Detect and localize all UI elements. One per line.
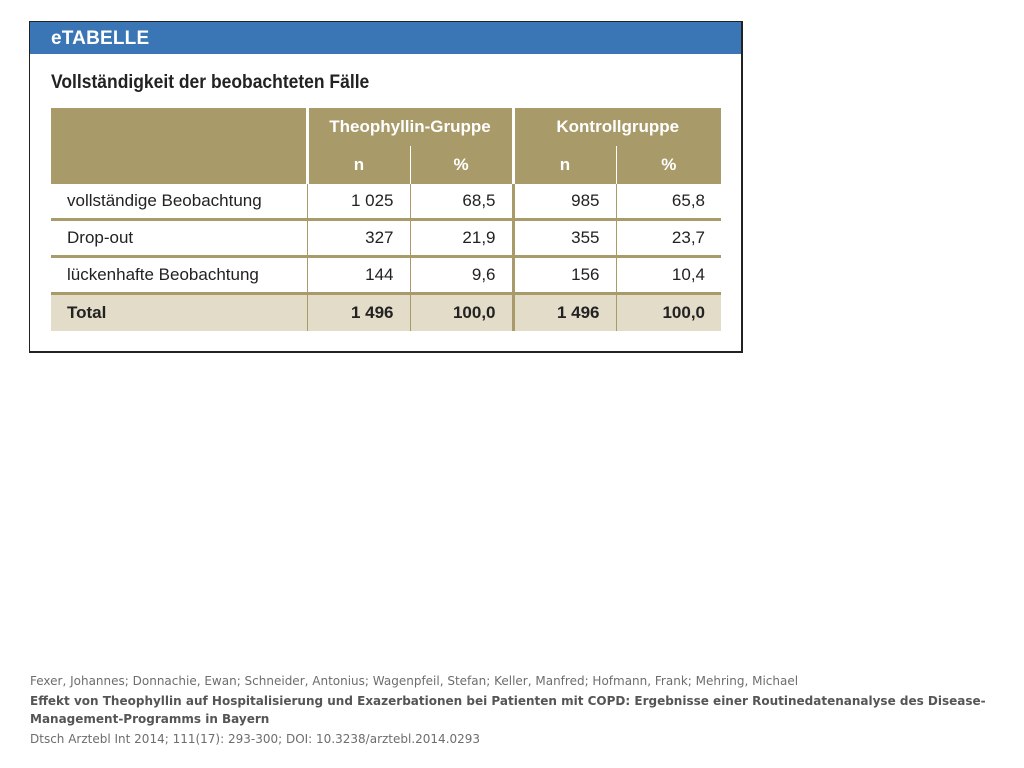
citation-title: Effekt von Theophyllin auf Hospitalisier… (30, 694, 986, 726)
cell-theo-percent: 21,9 (409, 219, 513, 258)
cell-theo-percent: 9,6 (409, 256, 513, 295)
citation-block: Fexer, Johannes; Donnachie, Ewan; Schnei… (30, 672, 990, 748)
total-theo-percent: 100,0 (409, 293, 513, 331)
row-label: vollständige Beobachtung (51, 184, 307, 221)
total-row: Total 1 496 100,0 1 496 100,0 (51, 293, 722, 331)
citation-authors: Fexer, Johannes; Donnachie, Ewan; Schnei… (30, 674, 799, 688)
cell-kontroll-percent: 65,8 (615, 184, 722, 221)
citation-source: Dtsch Arztebl Int 2014; 111(17): 293-300… (30, 732, 481, 746)
row-label: lückenhafte Beobachtung (51, 256, 307, 295)
header-blank (51, 146, 307, 184)
cell-theo-percent: 68,5 (409, 184, 513, 221)
total-theo-n: 1 496 (306, 293, 410, 331)
cell-theo-n: 144 (306, 256, 410, 295)
subheader-row: n % n % (51, 146, 722, 184)
subheader-n: n (305, 146, 410, 184)
total-label: Total (51, 293, 307, 331)
subheader-percent: % (615, 146, 722, 184)
table-row: vollständige Beobachtung 1 025 68,5 985 … (51, 184, 722, 221)
total-kontroll-n: 1 496 (511, 293, 616, 331)
cell-kontroll-percent: 10,4 (615, 256, 722, 295)
group-header-theophyllin: Theophyllin-Gruppe (305, 108, 513, 146)
group-header-kontroll: Kontrollgruppe (511, 108, 722, 146)
cell-kontroll-n: 156 (511, 256, 616, 295)
group-header-row: Theophyllin-Gruppe Kontrollgruppe (51, 108, 722, 146)
etable-header-label: eTABELLE (30, 22, 741, 54)
subheader-n: n (511, 146, 616, 184)
etable-panel: eTABELLE Vollständigkeit der beobachtete… (29, 21, 743, 353)
cell-kontroll-n: 985 (511, 184, 616, 221)
cell-kontroll-n: 355 (511, 219, 616, 258)
table-row: Drop-out 327 21,9 355 23,7 (51, 219, 722, 258)
header-blank (51, 108, 307, 146)
cell-theo-n: 1 025 (306, 184, 410, 221)
cell-kontroll-percent: 23,7 (615, 219, 722, 258)
cell-theo-n: 327 (306, 219, 410, 258)
total-kontroll-percent: 100,0 (615, 293, 722, 331)
table-title: Vollständigkeit der beobachteten Fälle (51, 72, 370, 93)
subheader-percent: % (409, 146, 513, 184)
table-row: lückenhafte Beobachtung 144 9,6 156 10,4 (51, 256, 722, 295)
row-label: Drop-out (51, 219, 307, 258)
data-table: Theophyllin-Gruppe Kontrollgruppe n % n … (51, 108, 722, 331)
